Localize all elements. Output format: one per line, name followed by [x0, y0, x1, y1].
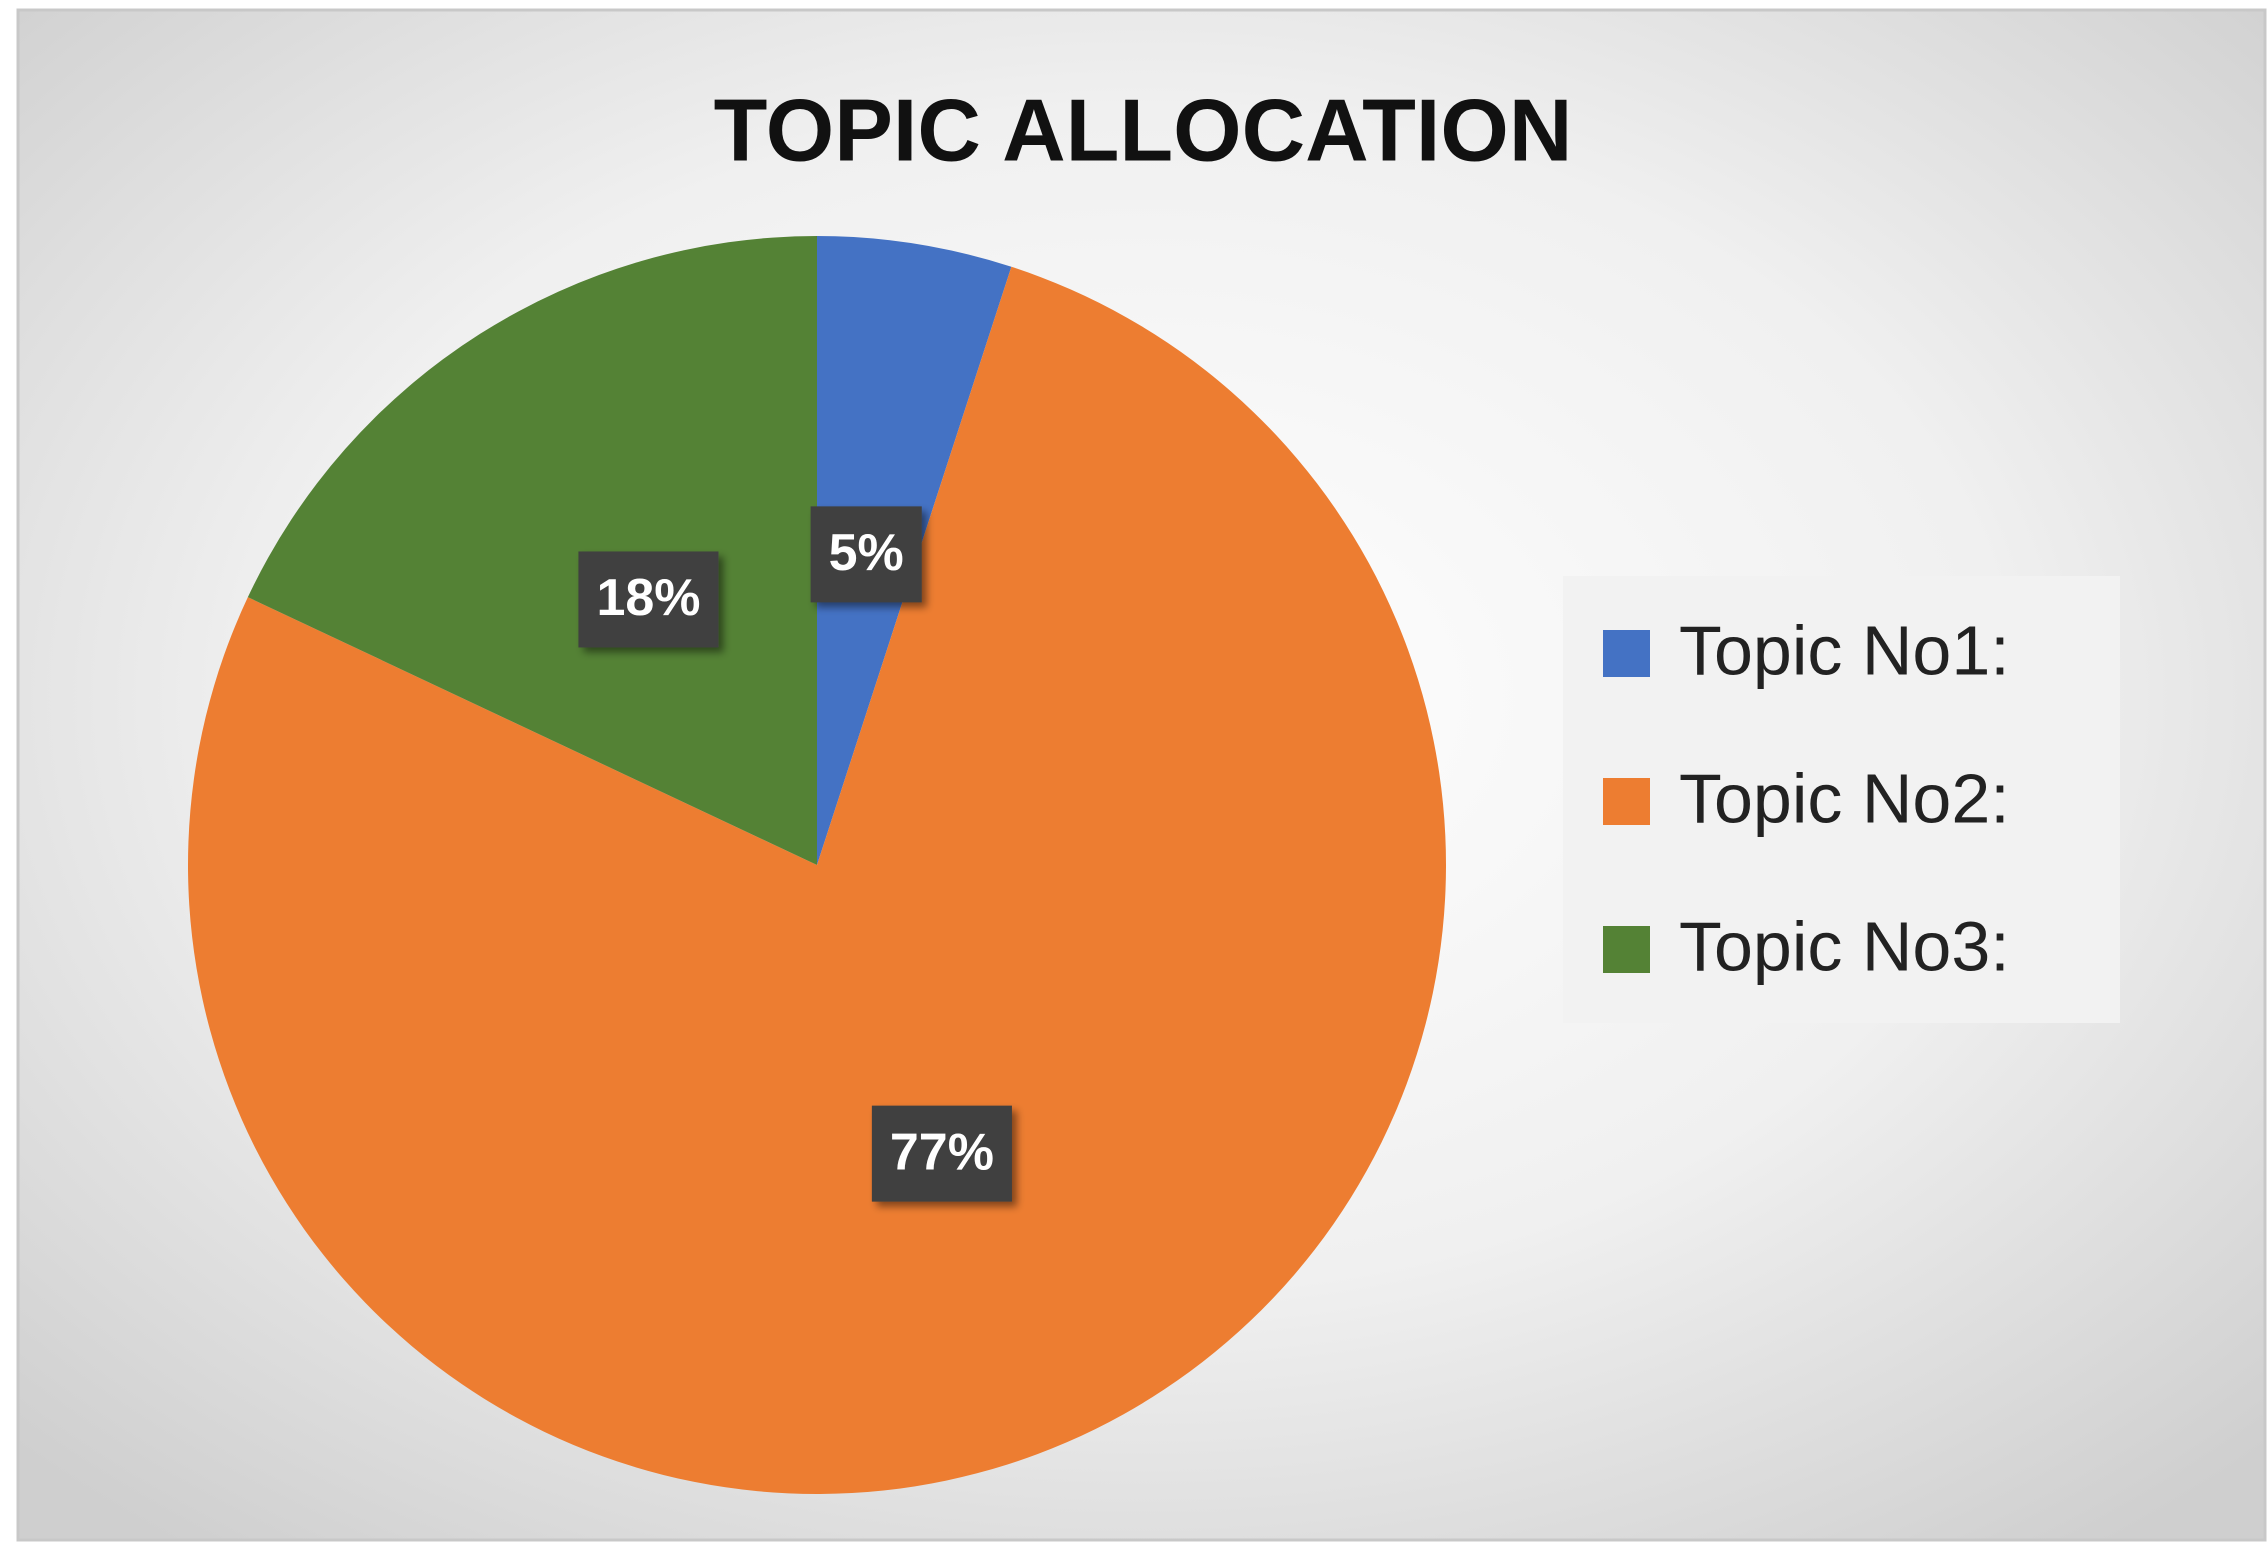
legend-label: Topic No3: — [1679, 907, 2010, 985]
data-label: 77% — [890, 1123, 994, 1181]
pie-slice — [187, 266, 1447, 1495]
legend-label: Topic No1: — [1679, 611, 2010, 689]
legend-label: Topic No2: — [1679, 759, 2010, 837]
data-label: 18% — [596, 569, 700, 627]
data-label-box — [871, 1105, 1012, 1202]
data-label: 5% — [829, 524, 904, 582]
legend-swatch — [1603, 630, 1650, 677]
legend — [1563, 576, 2120, 1023]
pie-slice — [247, 236, 818, 865]
chart-title: TOPIC ALLOCATION — [714, 80, 1573, 179]
legend-swatch — [1603, 778, 1650, 825]
data-label-box — [810, 506, 922, 603]
data-label-box — [578, 551, 719, 648]
legend-swatch — [1603, 926, 1650, 973]
